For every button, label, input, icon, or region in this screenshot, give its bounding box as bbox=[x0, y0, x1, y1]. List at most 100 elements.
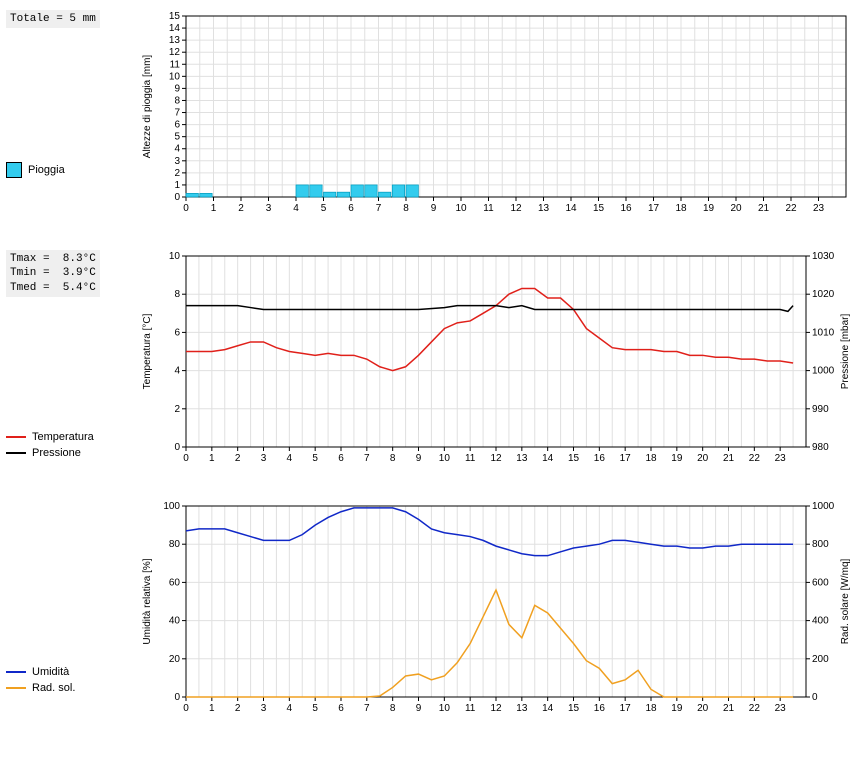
svg-text:Rad. solare [W/mq]: Rad. solare [W/mq] bbox=[840, 558, 851, 644]
svg-text:9: 9 bbox=[431, 203, 437, 214]
rain-legend: Pioggia bbox=[6, 162, 136, 178]
svg-text:3: 3 bbox=[174, 156, 180, 167]
rain-row: Totale = 5 mm Pioggia 012345678910111213… bbox=[0, 10, 850, 240]
temp-chart: 0123456789101112131415161718192021222302… bbox=[136, 250, 856, 490]
svg-text:Temperatura [°C]: Temperatura [°C] bbox=[142, 313, 153, 389]
svg-text:6: 6 bbox=[338, 703, 344, 714]
svg-text:100: 100 bbox=[163, 501, 180, 512]
svg-text:8: 8 bbox=[403, 203, 409, 214]
svg-text:14: 14 bbox=[542, 703, 554, 714]
svg-text:15: 15 bbox=[568, 703, 580, 714]
svg-text:20: 20 bbox=[697, 453, 709, 464]
hum-row: Umidità Rad. sol. 0123456789101112131415… bbox=[0, 500, 850, 740]
legend-line-temperatura bbox=[6, 436, 26, 438]
svg-text:0: 0 bbox=[183, 703, 189, 714]
svg-text:400: 400 bbox=[812, 616, 829, 627]
svg-text:3: 3 bbox=[261, 453, 267, 464]
svg-text:20: 20 bbox=[697, 703, 709, 714]
svg-text:10: 10 bbox=[439, 453, 451, 464]
svg-text:22: 22 bbox=[749, 453, 761, 464]
svg-text:2: 2 bbox=[235, 453, 241, 464]
svg-text:12: 12 bbox=[490, 453, 502, 464]
svg-text:0: 0 bbox=[183, 203, 189, 214]
hum-chart: 0123456789101112131415161718192021222302… bbox=[136, 500, 856, 740]
legend-label-pioggia: Pioggia bbox=[28, 164, 65, 176]
svg-text:600: 600 bbox=[812, 577, 829, 588]
svg-text:12: 12 bbox=[169, 47, 181, 58]
svg-text:1020: 1020 bbox=[812, 289, 835, 300]
rain-side: Totale = 5 mm Pioggia bbox=[0, 10, 136, 178]
svg-text:9: 9 bbox=[174, 83, 180, 94]
rain-chart: 0123456789101112131415161718192021222301… bbox=[136, 10, 856, 240]
svg-text:15: 15 bbox=[169, 11, 181, 22]
svg-text:0: 0 bbox=[183, 453, 189, 464]
svg-text:200: 200 bbox=[812, 654, 829, 665]
svg-text:12: 12 bbox=[510, 203, 522, 214]
svg-text:16: 16 bbox=[594, 703, 606, 714]
svg-text:11: 11 bbox=[170, 59, 181, 70]
svg-text:4: 4 bbox=[293, 203, 299, 214]
svg-text:18: 18 bbox=[675, 203, 687, 214]
svg-text:14: 14 bbox=[542, 453, 554, 464]
svg-text:Pressione [mbar]: Pressione [mbar] bbox=[840, 313, 851, 389]
svg-text:5: 5 bbox=[312, 453, 318, 464]
svg-text:1010: 1010 bbox=[812, 327, 835, 338]
legend-swatch-pioggia bbox=[6, 162, 22, 178]
svg-text:15: 15 bbox=[568, 453, 580, 464]
svg-text:Altezze di pioggia [mm]: Altezze di pioggia [mm] bbox=[142, 55, 153, 159]
svg-text:990: 990 bbox=[812, 404, 829, 415]
svg-text:1030: 1030 bbox=[812, 251, 835, 262]
svg-text:17: 17 bbox=[648, 203, 660, 214]
svg-text:9: 9 bbox=[416, 703, 422, 714]
svg-text:19: 19 bbox=[671, 703, 683, 714]
legend-line-radsol bbox=[6, 687, 26, 689]
svg-text:0: 0 bbox=[174, 442, 180, 453]
legend-line-pressione bbox=[6, 452, 26, 454]
legend-label-umidita: Umidità bbox=[32, 666, 69, 678]
svg-text:0: 0 bbox=[174, 192, 180, 203]
legend-item-pioggia: Pioggia bbox=[6, 162, 136, 178]
svg-text:7: 7 bbox=[364, 703, 370, 714]
svg-text:11: 11 bbox=[483, 203, 494, 214]
charts-container: Totale = 5 mm Pioggia 012345678910111213… bbox=[0, 0, 860, 760]
svg-text:8: 8 bbox=[390, 703, 396, 714]
svg-text:0: 0 bbox=[174, 692, 180, 703]
svg-text:23: 23 bbox=[813, 203, 825, 214]
svg-text:10: 10 bbox=[455, 203, 467, 214]
svg-text:5: 5 bbox=[321, 203, 327, 214]
svg-text:1: 1 bbox=[209, 703, 215, 714]
svg-text:0: 0 bbox=[812, 692, 818, 703]
svg-text:22: 22 bbox=[785, 203, 797, 214]
legend-label-pressione: Pressione bbox=[32, 447, 81, 459]
svg-text:18: 18 bbox=[645, 453, 657, 464]
temp-side: Tmax = 8.3°C Tmin = 3.9°C Tmed = 5.4°C T… bbox=[0, 250, 136, 459]
svg-text:5: 5 bbox=[312, 703, 318, 714]
svg-text:17: 17 bbox=[620, 703, 632, 714]
svg-text:8: 8 bbox=[174, 289, 180, 300]
svg-text:1: 1 bbox=[211, 203, 217, 214]
legend-label-temperatura: Temperatura bbox=[32, 431, 94, 443]
svg-text:2: 2 bbox=[238, 203, 244, 214]
svg-text:16: 16 bbox=[620, 203, 632, 214]
svg-text:13: 13 bbox=[169, 35, 181, 46]
svg-text:13: 13 bbox=[516, 703, 528, 714]
svg-text:4: 4 bbox=[287, 703, 293, 714]
legend-item-pressione: Pressione bbox=[6, 447, 136, 459]
svg-text:1000: 1000 bbox=[812, 366, 835, 377]
svg-text:13: 13 bbox=[538, 203, 550, 214]
svg-text:4: 4 bbox=[174, 366, 180, 377]
svg-text:15: 15 bbox=[593, 203, 605, 214]
svg-text:980: 980 bbox=[812, 442, 829, 453]
svg-text:22: 22 bbox=[749, 703, 761, 714]
svg-text:2: 2 bbox=[174, 404, 180, 415]
svg-text:17: 17 bbox=[620, 453, 632, 464]
temp-chart-wrap: 0123456789101112131415161718192021222302… bbox=[136, 250, 856, 490]
hum-side: Umidità Rad. sol. bbox=[0, 500, 136, 694]
temp-stats: Tmax = 8.3°C Tmin = 3.9°C Tmed = 5.4°C bbox=[6, 250, 100, 297]
svg-text:20: 20 bbox=[169, 654, 181, 665]
svg-text:6: 6 bbox=[348, 203, 354, 214]
svg-text:40: 40 bbox=[169, 616, 181, 627]
svg-text:3: 3 bbox=[261, 703, 267, 714]
svg-text:5: 5 bbox=[174, 132, 180, 143]
svg-text:12: 12 bbox=[490, 703, 502, 714]
